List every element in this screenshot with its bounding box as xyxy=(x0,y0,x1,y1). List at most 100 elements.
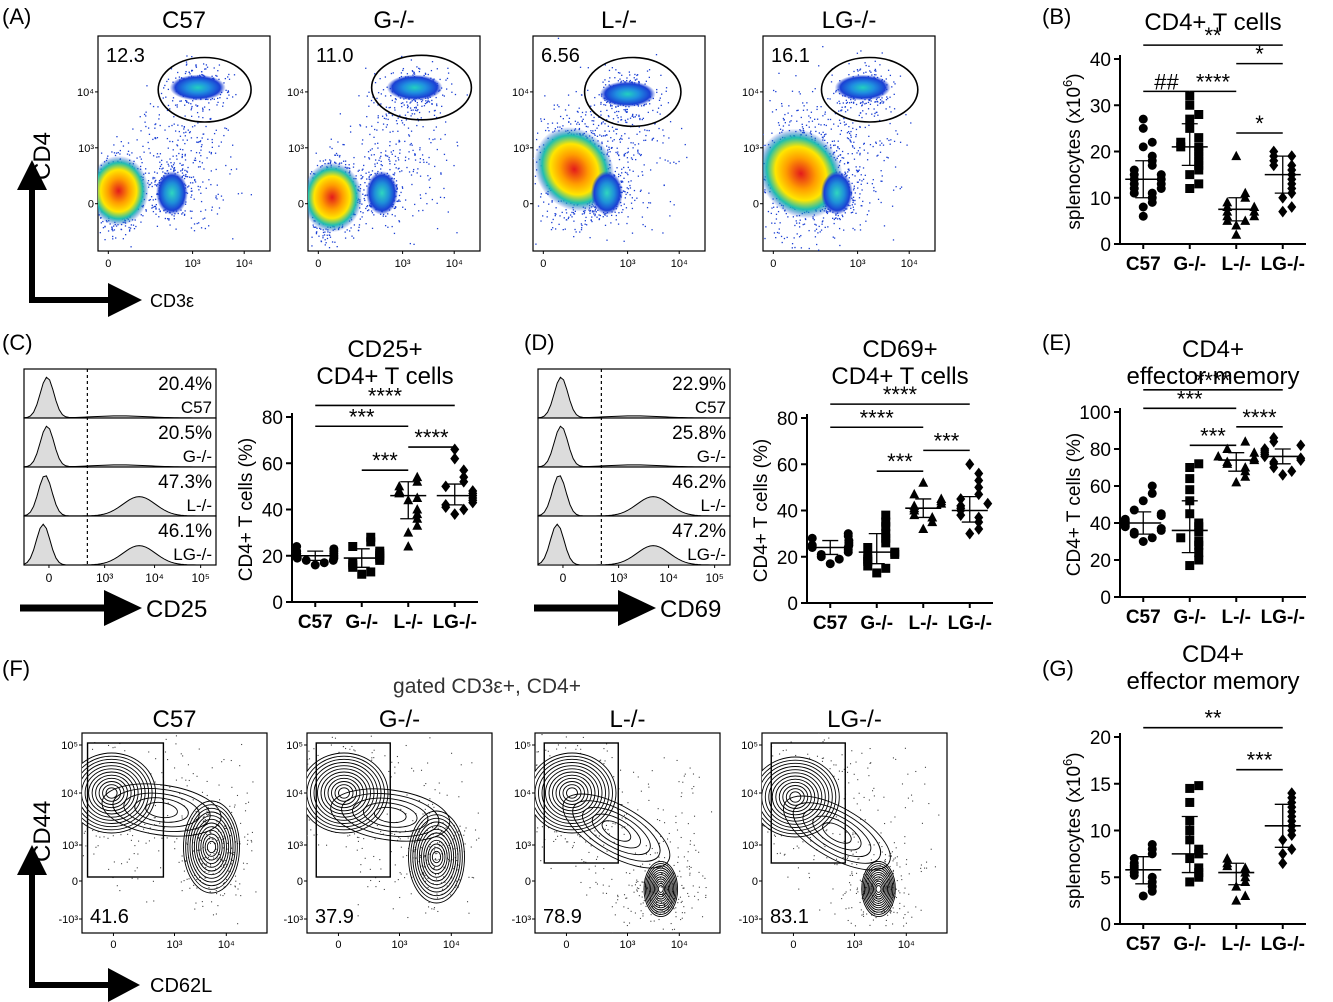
significance-label: ## xyxy=(1154,69,1179,94)
histogram-group-label: G-/- xyxy=(183,447,212,466)
x-category-label: C57 xyxy=(298,612,333,633)
data-point xyxy=(1185,91,1195,101)
density-plot: LG-/- 16.1 10⁴ 10³ 0 0 10³ 10⁴ xyxy=(742,7,936,270)
gate-ellipse xyxy=(157,56,252,123)
gate-rectangle xyxy=(315,742,391,878)
data-point xyxy=(348,542,358,551)
data-point xyxy=(1213,451,1224,461)
x-category-label: LG-/- xyxy=(948,613,992,634)
significance-bar: *** xyxy=(1143,386,1237,411)
panel-letter-c: (C) xyxy=(2,330,33,355)
chart-e: CD4+effector memory 0 20 40 60 80 100 CD4+ T ce… xyxy=(1064,336,1306,628)
x-tick-label: 10⁴ xyxy=(671,258,688,270)
data-point xyxy=(1249,447,1260,457)
data-point xyxy=(1138,202,1148,212)
data-point xyxy=(1278,469,1288,481)
data-point xyxy=(1287,465,1297,478)
data-point xyxy=(375,546,385,556)
significance-label: **** xyxy=(1196,368,1231,393)
data-point xyxy=(1185,561,1195,571)
data-point xyxy=(403,541,414,551)
histogram-row: 46.2% L-/- xyxy=(537,466,731,517)
significance-bar: **** xyxy=(315,383,455,408)
data-point xyxy=(1278,205,1288,218)
data-point xyxy=(1231,895,1242,905)
gate-rectangle xyxy=(770,742,846,864)
x-category-label: G-/- xyxy=(1173,607,1206,628)
y-tick-label: 10³ xyxy=(288,143,304,155)
y-tick-label: 10⁴ xyxy=(512,87,529,99)
y-tick-label: 0 xyxy=(753,199,759,211)
data-point xyxy=(1222,853,1233,863)
significance-label: *** xyxy=(1247,748,1273,773)
data-point xyxy=(450,443,460,456)
significance-bar: **** xyxy=(830,382,970,407)
data-point xyxy=(412,520,423,530)
series-square xyxy=(1171,459,1208,571)
data-point xyxy=(1194,781,1204,791)
data-point xyxy=(1138,496,1148,506)
data-point xyxy=(1129,527,1139,537)
x-tick-label: 10³ xyxy=(620,939,636,951)
data-point xyxy=(1194,151,1204,161)
density-plot-title: L-/- xyxy=(601,7,637,34)
density-plot: C57 12.3 10⁴ 10³ 0 0 10³ 10⁴ xyxy=(77,7,271,270)
data-point xyxy=(1194,459,1204,469)
y-tick-label: 10⁵ xyxy=(286,740,303,752)
data-point xyxy=(872,568,882,578)
data-point xyxy=(366,567,376,577)
data-point xyxy=(1138,537,1148,546)
data-point xyxy=(1156,524,1166,534)
y-tick-label: 10⁴ xyxy=(286,788,303,800)
y-tick-label: -10³ xyxy=(738,914,758,926)
y-tick-label: 10⁵ xyxy=(514,740,531,752)
x-tick-label: 10³ xyxy=(620,258,636,270)
y-tick-label: 10⁴ xyxy=(287,87,304,99)
data-point xyxy=(1287,159,1297,172)
data-point xyxy=(1185,797,1195,807)
data-point xyxy=(936,493,947,503)
chart-title-line2: CD4+ T cells xyxy=(831,363,968,390)
y-tick-label: 10³ xyxy=(513,143,529,155)
y-tick-label: 0 xyxy=(1100,915,1111,936)
data-point xyxy=(863,552,873,562)
x-tick-label: 0 xyxy=(563,939,569,951)
significance-bar: **** xyxy=(1189,69,1237,94)
significance-bar: ** xyxy=(1143,23,1283,48)
x-tick-label: 10³ xyxy=(167,939,183,951)
data-point xyxy=(1194,555,1204,565)
series-circle xyxy=(1120,481,1166,546)
significance-label: *** xyxy=(349,404,375,429)
data-point xyxy=(1278,857,1288,870)
histogram-group-label: L-/- xyxy=(187,496,213,515)
data-point xyxy=(450,452,460,465)
series-circle xyxy=(1125,840,1162,901)
y-tick-label: 15 xyxy=(1090,775,1111,796)
data-point xyxy=(1194,156,1204,166)
data-point xyxy=(1222,196,1233,207)
x-category-label: C57 xyxy=(813,613,848,634)
y-tick-label: 10⁴ xyxy=(742,87,759,99)
data-point xyxy=(918,523,929,534)
histogram-row: 20.4% C57 xyxy=(23,368,217,419)
chart-title: CD69+ xyxy=(862,336,937,363)
significance-bar: *** xyxy=(361,448,409,473)
histogram-row: 47.3% L-/- xyxy=(23,466,217,517)
data-point xyxy=(881,533,891,543)
x-tick-label: 10⁴ xyxy=(145,571,164,585)
data-point xyxy=(1231,881,1242,891)
panel-letter-b: (B) xyxy=(1042,4,1071,29)
y-tick-label: -10³ xyxy=(283,914,303,926)
histogram-group-label: LG-/- xyxy=(173,545,212,564)
histogram-percent: 46.2% xyxy=(672,472,726,493)
x-category-label: LG-/- xyxy=(1261,607,1305,628)
data-point xyxy=(956,493,966,505)
y-tick-label: -10³ xyxy=(58,914,78,926)
gate-rectangle xyxy=(543,742,619,864)
data-point xyxy=(1138,142,1148,152)
panel-f-header: gated CD3ε+, CD4+ xyxy=(393,675,581,698)
data-point xyxy=(1222,443,1233,454)
x-tick-label: 10⁴ xyxy=(443,939,460,951)
x-category-label: G-/- xyxy=(345,612,378,633)
